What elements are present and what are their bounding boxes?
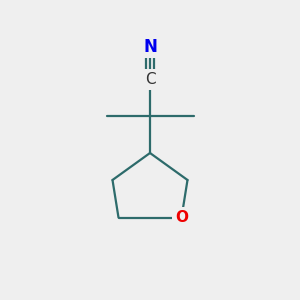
Text: O: O bbox=[175, 210, 188, 225]
Text: N: N bbox=[143, 38, 157, 56]
Text: C: C bbox=[145, 72, 155, 87]
